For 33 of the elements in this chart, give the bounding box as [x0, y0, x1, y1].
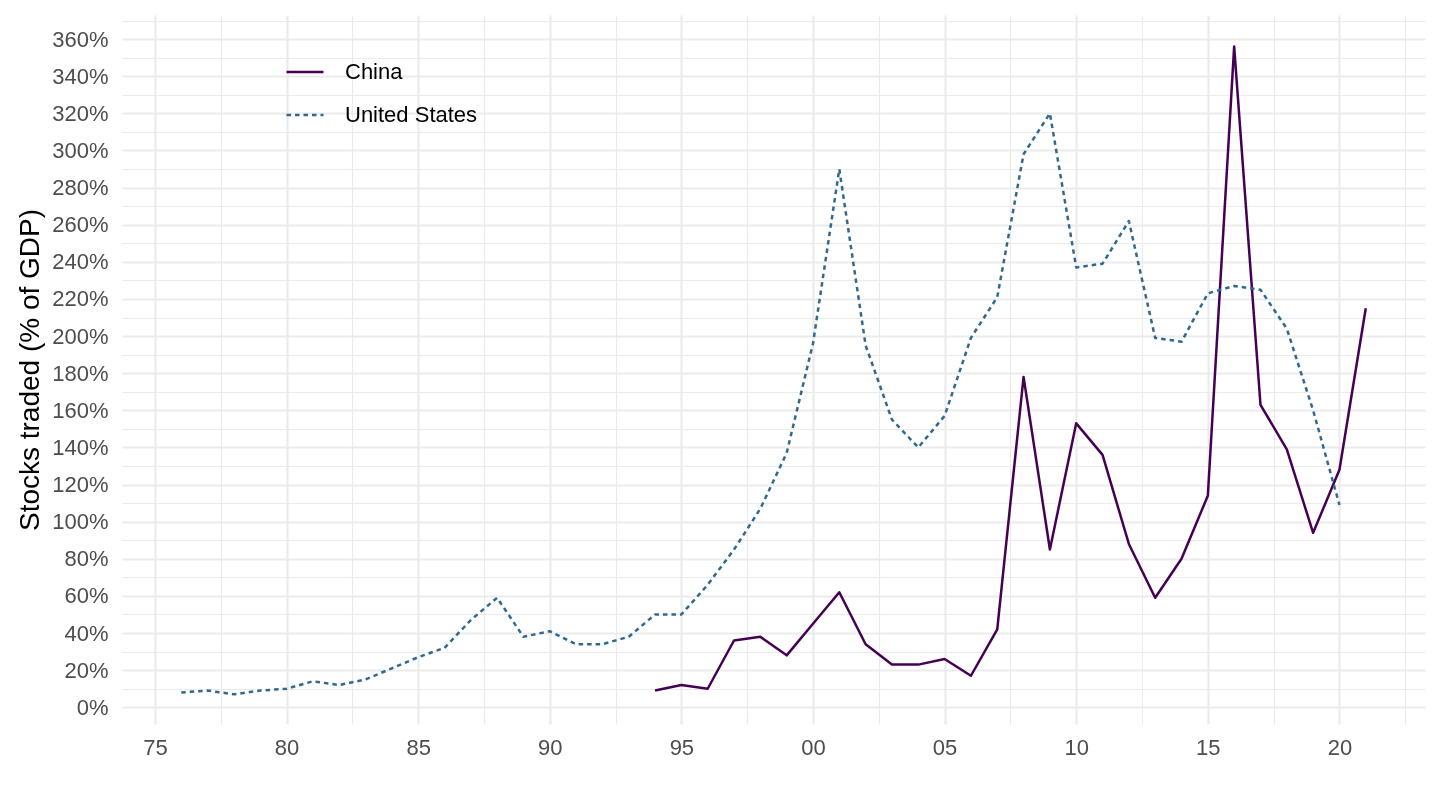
y-tick-label: 20%	[64, 657, 109, 683]
y-tick-label: 320%	[52, 100, 109, 126]
y-tick-label: 0%	[76, 694, 109, 720]
y-tick-label: 60%	[64, 583, 109, 609]
y-tick-label: 120%	[52, 472, 109, 498]
line-series	[653, 45, 1368, 692]
x-tick-label: 05	[932, 734, 958, 760]
legend-label: China	[345, 59, 404, 84]
legend-label: United States	[345, 102, 478, 127]
y-tick-label: 160%	[52, 397, 109, 423]
x-tick-label: 00	[801, 734, 826, 760]
x-tick-label: 95	[669, 734, 695, 760]
x-tick-label: 20	[1327, 734, 1353, 760]
x-tick-label: 90	[538, 734, 563, 760]
y-tick-label: 180%	[52, 360, 109, 386]
x-tick-label: 75	[143, 734, 168, 760]
y-tick-label: 140%	[52, 434, 109, 460]
y-tick-label: 220%	[52, 286, 109, 312]
x-tick-label: 15	[1196, 734, 1221, 760]
x-tick-label: 10	[1064, 734, 1089, 760]
y-tick-label: 280%	[52, 175, 109, 201]
y-tick-label: 240%	[52, 249, 109, 275]
y-tick-label: 300%	[52, 137, 109, 163]
y-tick-label: 40%	[64, 620, 109, 646]
x-tick-label: 80	[274, 734, 300, 760]
y-tick-label: 260%	[52, 212, 109, 238]
y-tick-label: 80%	[64, 546, 109, 572]
y-tick-label: 360%	[52, 26, 109, 52]
y-axis-title: Stocks traded (% of GDP)	[13, 208, 45, 532]
y-tick-label: 100%	[52, 509, 109, 535]
x-tick-label: 85	[406, 734, 431, 760]
y-tick-label: 340%	[52, 63, 109, 89]
y-tick-label: 200%	[52, 323, 109, 349]
